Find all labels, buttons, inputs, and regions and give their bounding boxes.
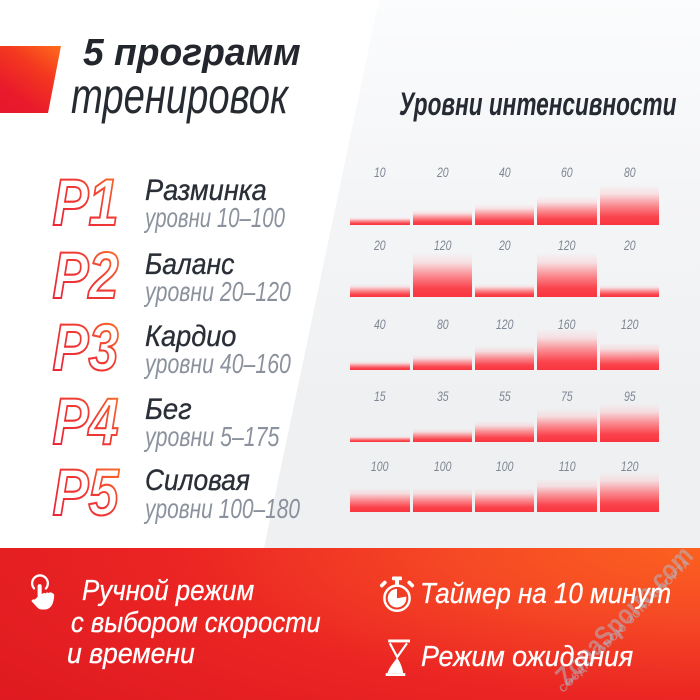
svg-text:P1: P1: [52, 171, 118, 235]
svg-text:P4: P4: [52, 390, 118, 454]
svg-text:P2: P2: [52, 244, 118, 308]
svg-text:P3: P3: [52, 316, 118, 380]
svg-text:P5: P5: [52, 461, 119, 525]
